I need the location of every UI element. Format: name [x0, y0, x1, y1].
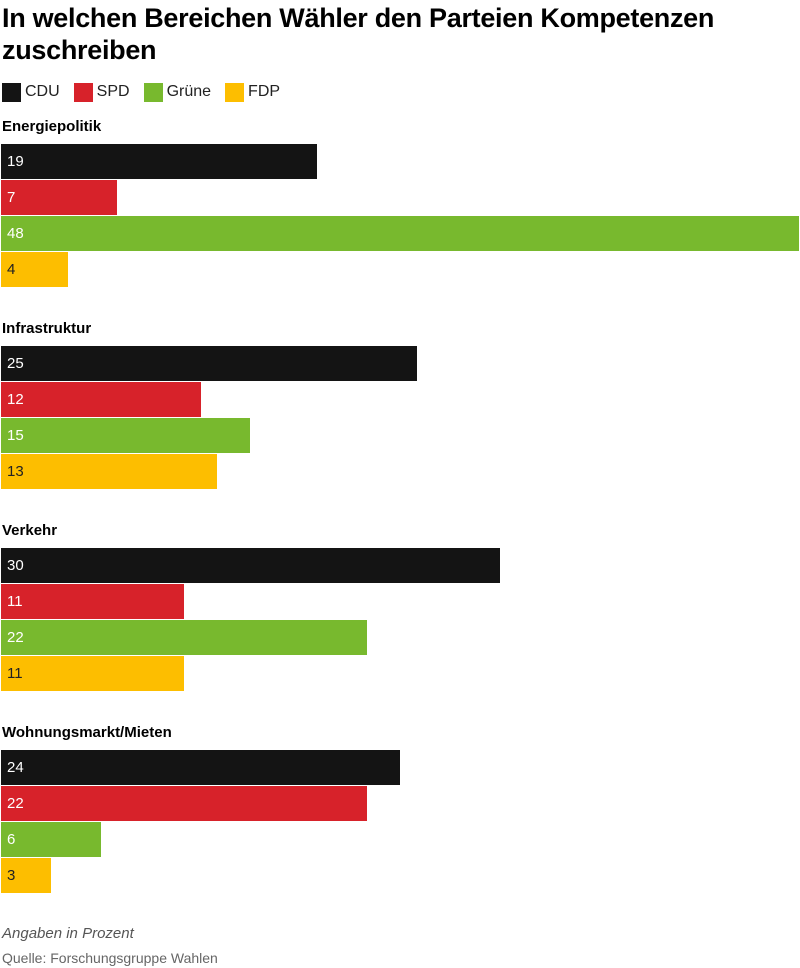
data-label-infrastruktur-fdp: 13	[7, 463, 24, 480]
data-label-wohnungsmarkt-mieten-fdp: 3	[7, 867, 16, 884]
footnote: Angaben in Prozent	[2, 925, 134, 942]
legend: CDU SPD Grüne FDP	[2, 81, 294, 103]
data-label-energiepolitik-cdu: 19	[7, 153, 24, 170]
data-label-wohnungsmarkt-mieten-gruene: 6	[7, 831, 16, 848]
legend-swatch-cdu	[2, 82, 21, 102]
data-label-energiepolitik-spd: 7	[7, 189, 16, 206]
legend-item-fdp: FDP	[225, 82, 281, 102]
data-label-verkehr-fdp: 11	[7, 665, 23, 682]
legend-label-spd: SPD	[96, 83, 130, 100]
bar-energiepolitik-fdp	[1, 252, 68, 287]
legend-label-fdp: FDP	[248, 83, 281, 100]
legend-label-gruene: Grüne	[166, 83, 212, 100]
bar-infrastruktur-gruene	[1, 418, 250, 453]
data-label-infrastruktur-gruene: 15	[7, 427, 24, 444]
bar-verkehr-gruene	[1, 620, 367, 655]
source-note: Quelle: Forschungsgruppe Wahlen	[2, 950, 218, 966]
category-label-infrastruktur: Infrastruktur	[2, 320, 92, 337]
category-label-wohnungsmarkt-mieten: Wohnungsmarkt/Mieten	[2, 724, 172, 741]
legend-swatch-fdp	[225, 82, 245, 102]
bar-energiepolitik-cdu	[1, 144, 317, 179]
data-label-infrastruktur-spd: 12	[7, 391, 24, 408]
data-label-infrastruktur-cdu: 25	[7, 355, 24, 372]
chart-title: In welchen Bereichen Wähler den Parteien…	[2, 3, 715, 65]
bar-wohnungsmarkt-mieten-cdu	[1, 750, 400, 785]
bar-wohnungsmarkt-mieten-gruene	[1, 822, 101, 857]
bar-infrastruktur-cdu	[1, 346, 417, 381]
legend-item-gruene: Grüne	[143, 82, 212, 102]
data-label-energiepolitik-fdp: 4	[7, 261, 16, 278]
legend-item-spd: SPD	[73, 82, 130, 102]
legend-swatch-gruene	[143, 82, 163, 102]
bar-energiepolitik-gruene	[1, 216, 799, 251]
bar-energiepolitik-spd	[1, 180, 117, 215]
data-label-verkehr-spd: 11	[7, 593, 23, 610]
data-label-wohnungsmarkt-mieten-spd: 22	[7, 795, 24, 812]
category-label-energiepolitik: Energiepolitik	[2, 118, 102, 135]
bar-wohnungsmarkt-mieten-fdp	[1, 858, 51, 893]
data-label-wohnungsmarkt-mieten-cdu: 24	[7, 759, 24, 776]
bar-verkehr-fdp	[1, 656, 184, 691]
bar-verkehr-cdu	[1, 548, 500, 583]
bar-verkehr-spd	[1, 584, 184, 619]
bar-infrastruktur-fdp	[1, 454, 217, 489]
bar-wohnungsmarkt-mieten-spd	[1, 786, 367, 821]
legend-swatch-spd	[73, 82, 93, 102]
data-label-verkehr-cdu: 30	[7, 557, 24, 574]
bar-infrastruktur-spd	[1, 382, 201, 417]
legend-item-cdu: CDU	[2, 82, 60, 102]
category-label-verkehr: Verkehr	[2, 522, 58, 539]
data-label-verkehr-gruene: 22	[7, 629, 24, 646]
legend-label-cdu: CDU	[25, 83, 60, 100]
data-label-energiepolitik-gruene: 48	[7, 225, 24, 242]
